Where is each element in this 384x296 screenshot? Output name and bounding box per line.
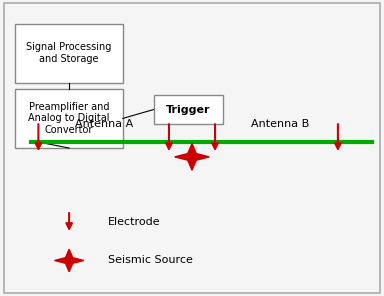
FancyBboxPatch shape xyxy=(154,95,223,124)
Polygon shape xyxy=(55,249,84,272)
Text: Electrode: Electrode xyxy=(108,217,160,227)
Text: Antenna B: Antenna B xyxy=(251,119,310,129)
Text: Preamplifier and
Analog to Digital
Convertor: Preamplifier and Analog to Digital Conve… xyxy=(28,102,110,135)
Text: Antenna A: Antenna A xyxy=(74,119,133,129)
Text: Seismic Source: Seismic Source xyxy=(108,255,192,266)
Polygon shape xyxy=(175,144,209,170)
FancyBboxPatch shape xyxy=(15,24,123,83)
FancyBboxPatch shape xyxy=(15,89,123,148)
FancyBboxPatch shape xyxy=(4,3,380,293)
Text: Trigger: Trigger xyxy=(166,104,210,115)
Text: Signal Processing
and Storage: Signal Processing and Storage xyxy=(26,43,112,64)
